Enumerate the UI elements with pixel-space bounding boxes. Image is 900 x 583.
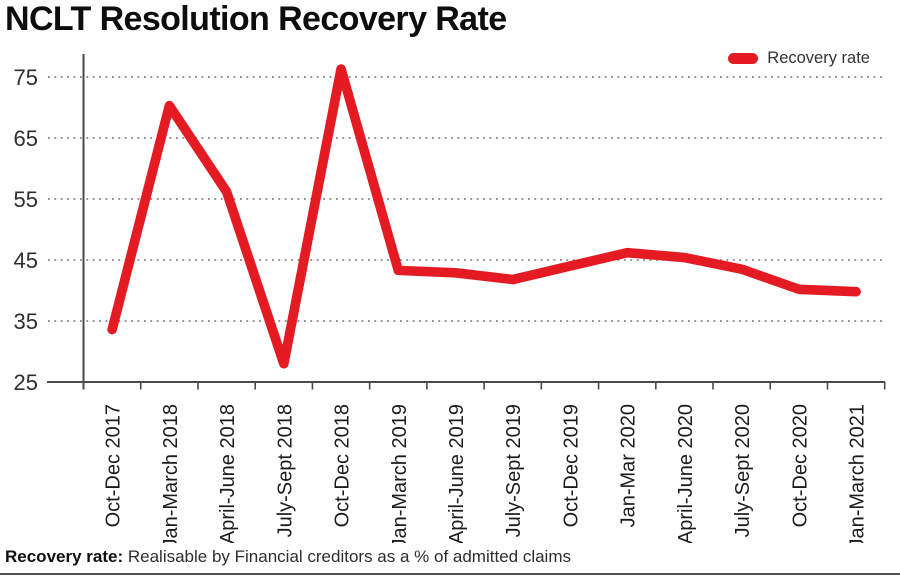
svg-text:Oct-Dec 2019: Oct-Dec 2019 <box>560 404 582 527</box>
svg-text:Oct-Dec 2017: Oct-Dec 2017 <box>103 404 125 527</box>
svg-text:Oct-Dec 2018: Oct-Dec 2018 <box>332 404 354 527</box>
svg-text:35: 35 <box>14 309 38 334</box>
svg-text:65: 65 <box>14 126 38 151</box>
svg-text:55: 55 <box>14 187 38 212</box>
svg-text:July-Sept 2018: July-Sept 2018 <box>274 404 296 537</box>
svg-text:Jan-March 2021: Jan-March 2021 <box>847 404 869 543</box>
svg-text:April-June 2018: April-June 2018 <box>217 404 239 543</box>
svg-text:Jan-March 2018: Jan-March 2018 <box>160 404 182 543</box>
legend: Recovery rate <box>728 49 870 68</box>
svg-text:25: 25 <box>14 370 38 395</box>
recovery-rate-line-chart: 75 65 55 45 35 25 Oct-Dec 2017 Jan-March 2018 Ap… <box>14 54 886 543</box>
legend-swatch-recovery-rate <box>728 53 759 64</box>
chart-title: NCLT Resolution Recovery Rate <box>5 0 507 38</box>
svg-text:75: 75 <box>14 65 38 90</box>
legend-label: Recovery rate <box>767 49 870 67</box>
svg-text:Jan-March 2019: Jan-March 2019 <box>389 404 411 543</box>
svg-text:Oct-Dec 2020: Oct-Dec 2020 <box>789 404 811 527</box>
svg-text:July-Sept 2020: July-Sept 2020 <box>732 404 754 537</box>
footnote: Recovery rate: Realisable by Financial c… <box>5 547 571 567</box>
svg-text:April-June 2020: April-June 2020 <box>675 404 697 543</box>
bottom-divider <box>0 573 900 575</box>
svg-text:45: 45 <box>14 248 38 273</box>
svg-text:July-Sept 2019: July-Sept 2019 <box>503 404 525 537</box>
footnote-term: Recovery rate: <box>5 547 124 566</box>
footnote-text: Realisable by Financial creditors as a %… <box>127 547 571 566</box>
svg-text:Jan-Mar 2020: Jan-Mar 2020 <box>618 404 640 527</box>
svg-text:April-June 2019: April-June 2019 <box>446 404 468 543</box>
